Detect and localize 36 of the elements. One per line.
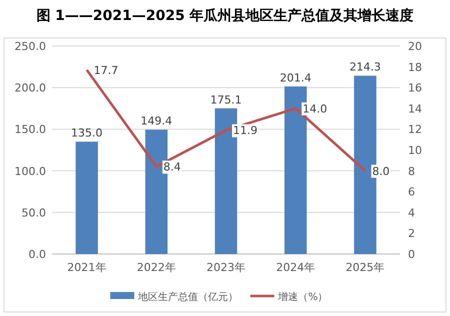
data-label: 11.9: [233, 124, 258, 138]
y2-tick-label: 18: [408, 60, 422, 74]
y2-tick-label: 6: [408, 186, 415, 199]
y-tick-label: 50.0: [22, 206, 46, 220]
data-label: 175.1: [210, 93, 242, 106]
data-label: 8.0: [372, 164, 390, 178]
y2-tick-label: 10: [408, 144, 422, 157]
y-tick-label: 100.0: [14, 164, 46, 178]
y2-tick-label: 20: [408, 40, 422, 53]
x-tick-label: 2025年: [346, 261, 385, 274]
y2-tick-label: 14: [408, 102, 422, 116]
x-tick-label: 2023年: [206, 261, 246, 274]
legend-label: 增速（%）: [277, 291, 328, 303]
y2-tick-label: 8: [408, 164, 415, 178]
x-tick-label: 2024年: [276, 261, 316, 274]
y-tick-label: 0.0: [28, 248, 46, 261]
y-tick-label: 250.0: [14, 40, 46, 53]
y2-tick-label: 4: [408, 206, 415, 220]
data-label: 214.3: [349, 60, 381, 74]
data-label: 201.4: [280, 71, 312, 84]
y-tick-label: 200.0: [14, 82, 46, 95]
x-tick-label: 2021年: [67, 261, 106, 274]
chart-title: 图 1——2021—2025 年瓜州县地区生产总值及其增长速度: [36, 7, 414, 24]
y2-tick-label: 2: [408, 227, 415, 240]
data-label: 14.0: [302, 102, 328, 116]
data-label: 17.7: [94, 64, 118, 77]
y2-tick-label: 0: [408, 248, 415, 261]
data-label: 149.4: [140, 114, 172, 128]
data-label: 8.4: [163, 160, 181, 174]
y2-tick-label: 12: [408, 123, 422, 136]
bar: [76, 142, 98, 254]
data-label: 135.0: [71, 126, 103, 140]
y2-tick-label: 16: [408, 82, 422, 95]
x-tick-label: 2022年: [136, 261, 176, 274]
legend-label: 地区生产总值（亿元）: [137, 291, 238, 303]
y-tick-label: 150.0: [14, 123, 46, 136]
